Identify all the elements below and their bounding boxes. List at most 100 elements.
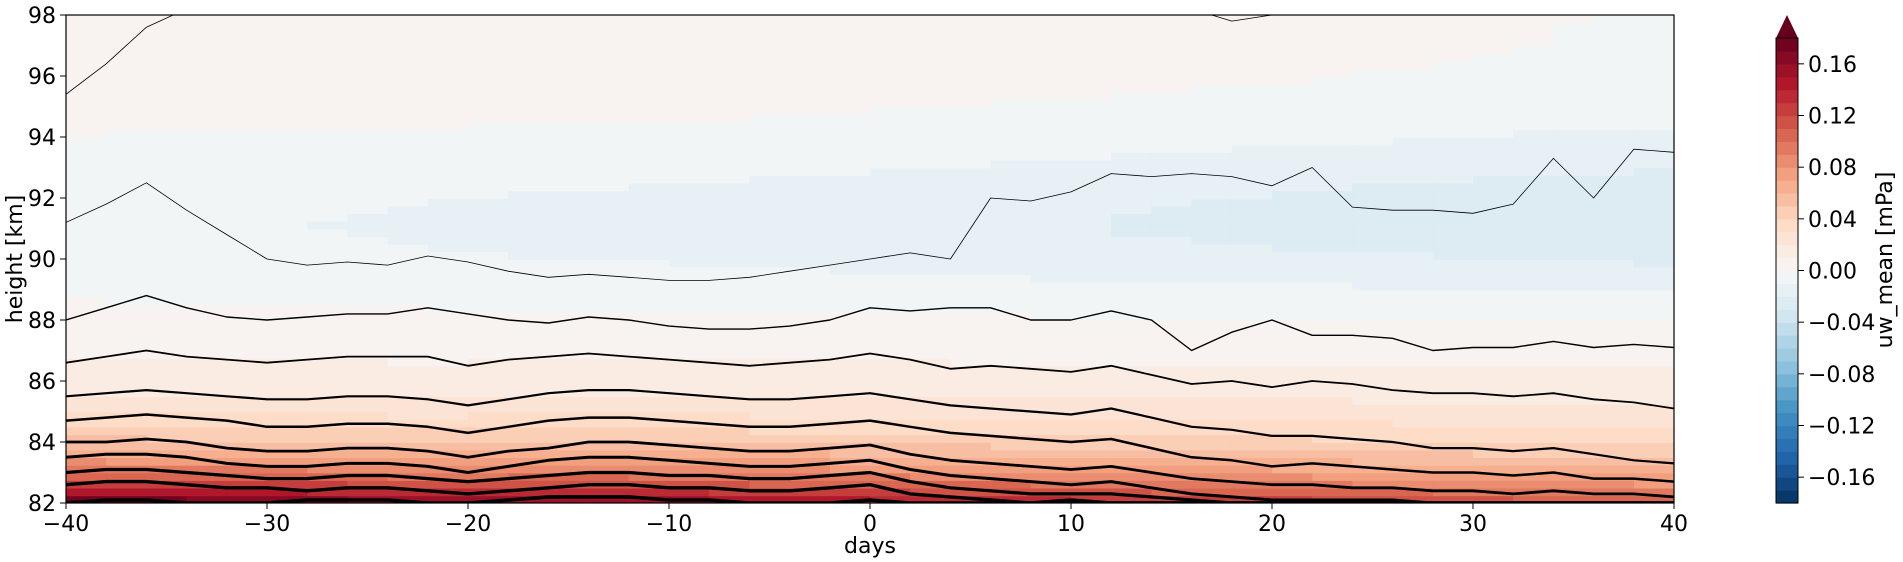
heatmap-cell [1553,91,1595,100]
heatmap-cell [226,228,268,237]
heatmap-cell [1111,304,1153,314]
heatmap-cell [1071,335,1112,344]
heatmap-cell [427,76,469,85]
heatmap-cell [548,396,590,405]
heatmap-cell [1473,137,1514,146]
heatmap-cell [990,205,1032,214]
heatmap-cell [548,76,590,85]
heatmap-cell [829,487,871,497]
heatmap-cell [468,129,509,138]
heatmap-cell [1593,98,1635,108]
heatmap-cell [910,190,952,199]
heatmap-cell [1030,228,1072,237]
heatmap-cell [1432,159,1474,169]
heatmap-cell [508,449,550,458]
heatmap-cell [1191,312,1233,321]
heatmap-cell [669,30,710,39]
heatmap-cell [1513,426,1555,436]
colorbar-band [1776,283,1798,297]
heatmap-cell [1312,289,1354,298]
heatmap-cell [789,167,831,176]
heatmap-cell [829,297,871,306]
heatmap-cell [347,68,389,77]
heatmap-cell [267,419,308,428]
heatmap-cell [307,68,349,77]
heatmap-cell [1553,426,1595,436]
heatmap-cell [146,434,188,443]
heatmap-cell [226,297,268,306]
heatmap-cell [910,251,952,260]
heatmap-cell [1272,281,1313,291]
heatmap-cell [226,358,268,367]
heatmap-cell [990,91,1032,100]
heatmap-cell [709,243,751,253]
heatmap-cell [1352,289,1394,298]
contour-line-h895 [66,294,1674,352]
heatmap-cell [1030,342,1072,352]
heatmap-cell [709,320,751,329]
heatmap-cell [1513,243,1555,253]
heatmap-cell [347,152,389,161]
heatmap-cell [1111,228,1153,237]
heatmap-cell [829,350,871,359]
colorbar-band [1776,322,1798,336]
heatmap-cell [829,342,871,352]
heatmap-cell [548,159,590,169]
heatmap-cell [628,419,670,428]
heatmap-cell [1151,144,1193,153]
heatmap-cell [1111,388,1153,397]
heatmap-cell [1191,388,1233,397]
heatmap-cell [1312,205,1354,214]
heatmap-cell [870,266,911,275]
heatmap-cell [1111,53,1153,62]
heatmap-cell [267,320,308,329]
heatmap-cell [427,137,469,146]
heatmap-cell [1030,167,1072,176]
heatmap-cell [950,159,992,169]
heatmap-cell [267,60,308,70]
heatmap-cell [106,205,148,214]
heatmap-cell [1191,342,1233,352]
heatmap-cell [468,30,509,39]
heatmap-cell [588,144,630,153]
heatmap-cell [1392,83,1434,92]
heatmap-cell [387,381,429,390]
heatmap-cell [307,396,349,405]
heatmap-cell [669,205,710,214]
heatmap-cell [628,22,670,31]
y-tick-label: 84 [28,431,56,456]
heatmap-cell [1071,411,1112,420]
heatmap-cell [1432,396,1474,405]
heatmap-cell [1030,91,1072,100]
heatmap-cell [1151,289,1193,298]
heatmap-cell [66,76,107,85]
heatmap-cell [1272,426,1313,436]
heatmap-cell [1312,266,1354,275]
heatmap-cell [186,220,228,230]
heatmap-cell [990,289,1032,298]
heatmap-cell [508,15,550,24]
heatmap-cell [468,68,509,77]
heatmap-cell [1432,236,1474,245]
heatmap-cell [669,243,710,253]
heatmap-cell [146,83,188,92]
heatmap-cell [307,251,349,260]
heatmap-cell [1272,434,1313,443]
heatmap-cell [267,121,308,131]
heatmap-cell [66,15,107,24]
heatmap-cell [1553,434,1595,443]
heatmap-cell [1111,442,1153,451]
heatmap-cell [829,91,871,100]
heatmap-cell [548,358,590,367]
heatmap-cell [1030,259,1072,268]
heatmap-cell [427,37,469,47]
heatmap-cell [1312,152,1354,161]
heatmap-cell [1231,312,1273,321]
heatmap-cell [1272,22,1313,31]
heatmap-cell [1633,426,1674,436]
heatmap-cell [267,30,308,39]
heatmap-cell [1553,327,1595,336]
heatmap-cell [870,289,911,298]
heatmap-cell [226,205,268,214]
heatmap-cell [387,289,429,298]
